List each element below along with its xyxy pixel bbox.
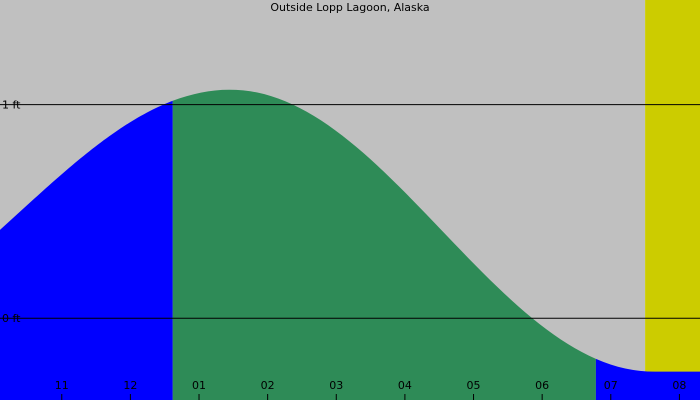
x-tick-label: 03	[329, 379, 343, 392]
x-tick-label: 12	[123, 379, 137, 392]
y-tick-label: 0 ft	[2, 312, 21, 325]
reference-lines: 1 ft 0 ft	[0, 99, 700, 325]
falling-tide-area	[172, 89, 596, 400]
x-tick-label: 01	[192, 379, 206, 392]
x-tick-label: 06	[535, 379, 549, 392]
x-tick-label: 07	[604, 379, 618, 392]
x-tick-label: 04	[398, 379, 412, 392]
rising-tide-area	[0, 100, 173, 400]
tide-areas	[0, 89, 700, 400]
x-axis: 11 12 01 02 03 04 05 06 07 08	[55, 379, 686, 400]
x-tick-label: 08	[672, 379, 686, 392]
rising-tide-area	[595, 358, 700, 400]
chart-labels: Outside Lopp Lagoon, Alaska Sep 1401:37S…	[270, 1, 429, 14]
day-shading	[645, 0, 700, 400]
y-tick-label: 1 ft	[2, 99, 21, 112]
x-tick-label: 05	[467, 379, 481, 392]
x-tick-label: 02	[261, 379, 275, 392]
chart-title: Outside Lopp Lagoon, Alaska	[270, 1, 429, 14]
x-tick-label: 11	[55, 379, 69, 392]
